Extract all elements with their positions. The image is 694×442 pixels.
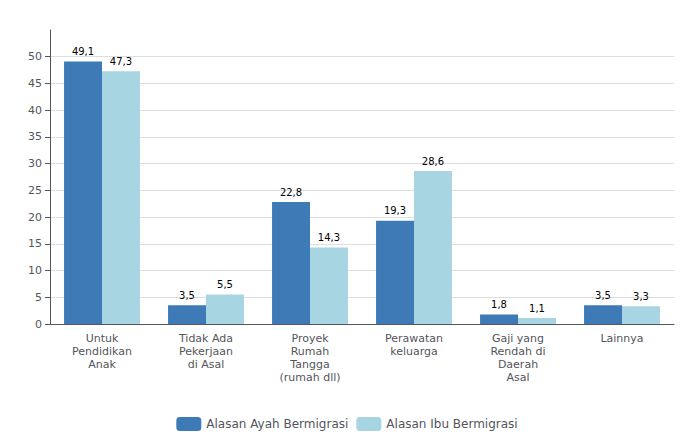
svg-text:Pekerjaan: Pekerjaan: [179, 345, 233, 358]
svg-text:25: 25: [28, 184, 42, 197]
svg-text:22,8: 22,8: [280, 187, 302, 198]
svg-text:15: 15: [28, 237, 42, 250]
svg-text:20: 20: [28, 211, 42, 224]
svg-text:50: 50: [28, 50, 42, 63]
svg-text:45: 45: [28, 77, 42, 90]
svg-text:(rumah dll): (rumah dll): [279, 371, 340, 384]
svg-text:Perawatan: Perawatan: [385, 332, 443, 345]
svg-text:35: 35: [28, 130, 42, 143]
svg-text:Asal: Asal: [506, 371, 529, 384]
svg-text:Alasan Ayah Bermigrasi: Alasan Ayah Bermigrasi: [206, 417, 348, 431]
svg-text:Alasan Ibu Bermigrasi: Alasan Ibu Bermigrasi: [386, 417, 517, 431]
svg-text:1,8: 1,8: [491, 299, 507, 310]
svg-text:Pendidikan: Pendidikan: [72, 345, 132, 358]
svg-text:30: 30: [28, 157, 42, 170]
svg-text:10: 10: [28, 264, 42, 277]
svg-text:Anak: Anak: [88, 358, 116, 371]
svg-text:5: 5: [35, 291, 42, 304]
svg-text:Lainnya: Lainnya: [600, 332, 643, 345]
svg-text:0: 0: [35, 318, 42, 331]
svg-text:Daerah: Daerah: [498, 358, 538, 371]
svg-text:47,3: 47,3: [110, 56, 132, 67]
svg-text:3,5: 3,5: [179, 290, 195, 301]
svg-text:40: 40: [28, 104, 42, 117]
svg-text:keluarga: keluarga: [390, 345, 438, 358]
svg-text:Gaji yang: Gaji yang: [492, 332, 544, 345]
svg-text:14,3: 14,3: [318, 232, 340, 243]
svg-text:49,1: 49,1: [72, 46, 94, 57]
svg-text:Rendah di: Rendah di: [490, 345, 545, 358]
svg-text:3,3: 3,3: [633, 291, 649, 302]
svg-text:Tidak Ada: Tidak Ada: [178, 332, 233, 345]
svg-text:1,1: 1,1: [529, 303, 545, 314]
svg-text:Proyek: Proyek: [291, 332, 329, 345]
svg-text:19,3: 19,3: [384, 205, 406, 216]
svg-text:Rumah: Rumah: [291, 345, 330, 358]
svg-text:28,6: 28,6: [422, 156, 444, 167]
svg-text:di Asal: di Asal: [188, 358, 225, 371]
svg-text:3,5: 3,5: [595, 290, 611, 301]
svg-text:5,5: 5,5: [217, 279, 233, 290]
svg-text:Tangga: Tangga: [289, 358, 329, 371]
svg-text:Untuk: Untuk: [86, 332, 119, 345]
